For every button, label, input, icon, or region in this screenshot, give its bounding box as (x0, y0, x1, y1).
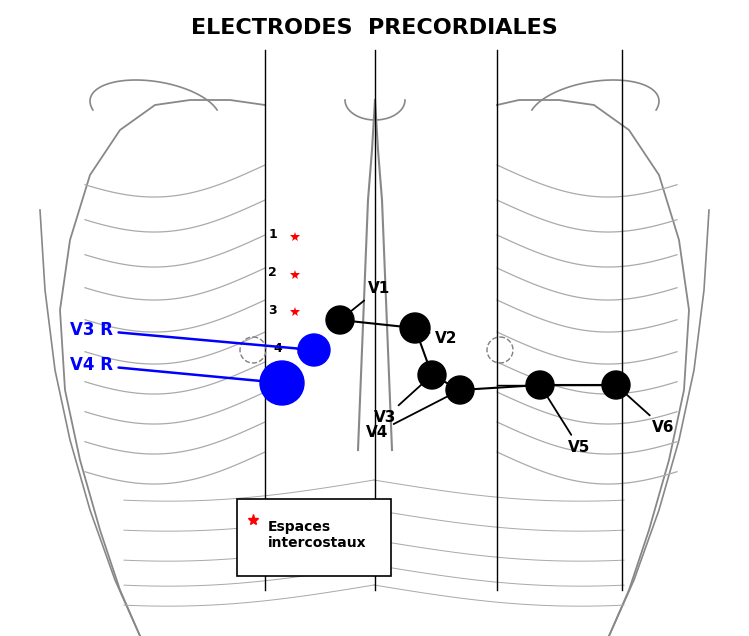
Text: 2: 2 (268, 266, 277, 279)
Text: 3: 3 (268, 303, 277, 317)
Text: V4: V4 (366, 392, 455, 440)
Text: V3 R: V3 R (70, 321, 309, 352)
Text: V2: V2 (419, 329, 458, 346)
Text: V6: V6 (619, 388, 675, 435)
FancyBboxPatch shape (237, 499, 391, 576)
Circle shape (526, 371, 554, 399)
Text: ELECTRODES  PRECORDIALES: ELECTRODES PRECORDIALES (191, 18, 558, 38)
Circle shape (418, 361, 446, 389)
Text: V3: V3 (374, 378, 428, 425)
Circle shape (602, 371, 630, 399)
Text: Espaces
intercostaux: Espaces intercostaux (268, 520, 366, 550)
Text: V5: V5 (542, 389, 590, 455)
Circle shape (260, 361, 304, 405)
Text: V1: V1 (344, 281, 390, 317)
Text: 1: 1 (268, 228, 277, 242)
Circle shape (298, 334, 330, 366)
Circle shape (326, 306, 354, 334)
Text: V4 R: V4 R (70, 356, 276, 385)
Circle shape (446, 376, 474, 404)
Text: 4: 4 (273, 342, 282, 354)
Circle shape (400, 313, 430, 343)
